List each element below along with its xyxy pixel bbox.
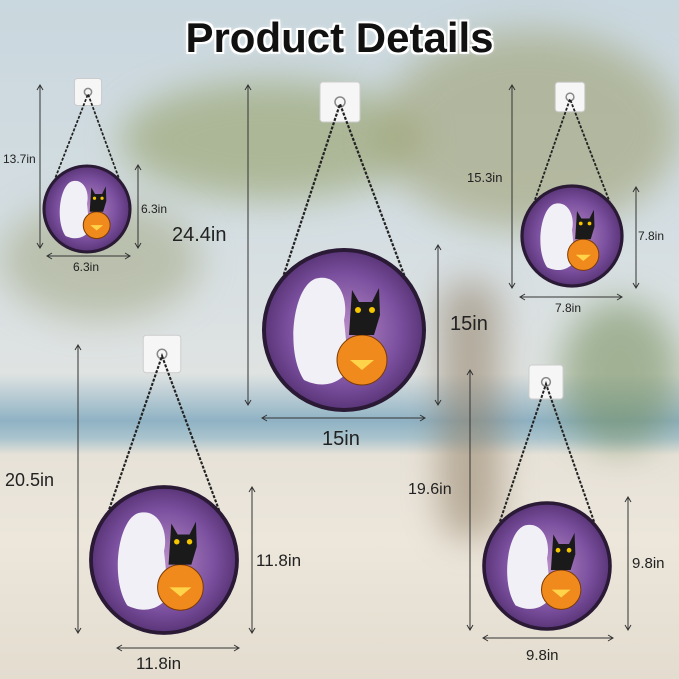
dimension-arrow (134, 164, 142, 249)
suncatcher-medium-large (89, 334, 239, 635)
width-label: 7.8in (555, 301, 582, 315)
dimension-arrow (624, 496, 632, 631)
adhesive-hook-icon (554, 81, 586, 113)
height-label: 15in (450, 313, 488, 335)
chain (106, 352, 222, 514)
height-label: 6.3in (141, 202, 168, 216)
total-height-label: 15.3in (467, 170, 503, 185)
black-cat-icon (349, 288, 380, 335)
chain (497, 380, 597, 527)
width-label: 15in (322, 428, 360, 450)
height-label: 11.8in (256, 551, 302, 570)
suncatcher-medium-small (520, 81, 624, 288)
total-height-label: 24.4in (172, 224, 227, 246)
dimension-arrow (244, 84, 252, 406)
suncatcher-small (42, 77, 132, 254)
dimension-arrow (434, 244, 442, 406)
ghost-icon (117, 512, 169, 610)
ghost-icon (59, 180, 90, 239)
dimension-arrow (261, 414, 426, 422)
dimension-arrow (632, 186, 640, 289)
height-label: 9.8in (632, 555, 665, 572)
dimension-arrow (46, 252, 131, 260)
black-cat-icon (168, 521, 197, 565)
dimension-arrow (508, 84, 516, 289)
dimension-arrow (466, 369, 474, 631)
width-label: 9.8in (526, 647, 559, 664)
page-title: Product Details (185, 14, 494, 61)
black-cat-icon (575, 209, 595, 240)
dimension-arrow (36, 84, 44, 249)
chain (281, 100, 407, 280)
black-cat-icon (550, 532, 576, 570)
adhesive-hook-icon (319, 81, 361, 123)
total-height-label: 13.7in (3, 152, 36, 166)
palm-leaves-blur (380, 30, 679, 230)
width-label: 11.8in (136, 654, 182, 673)
ghost-icon (540, 203, 576, 271)
ghost-icon (293, 277, 349, 385)
dimension-arrow (74, 344, 82, 634)
total-height-label: 20.5in (5, 470, 55, 490)
dimension-arrow (248, 486, 256, 634)
height-label: 7.8in (638, 229, 665, 243)
chain (532, 96, 612, 205)
ghost-icon (507, 524, 551, 609)
suncatcher-large (262, 81, 426, 412)
bush-blur (560, 300, 679, 450)
palm-leaves-blur (120, 80, 420, 200)
dimension-arrow (116, 644, 240, 652)
dimension-arrow (482, 634, 614, 642)
dimension-arrow (519, 293, 623, 301)
suncatcher-medium (482, 364, 612, 631)
total-height-label: 19.6in (408, 481, 452, 498)
adhesive-hook-icon (73, 77, 103, 107)
black-cat-icon (89, 186, 107, 212)
width-label: 6.3in (73, 260, 100, 274)
